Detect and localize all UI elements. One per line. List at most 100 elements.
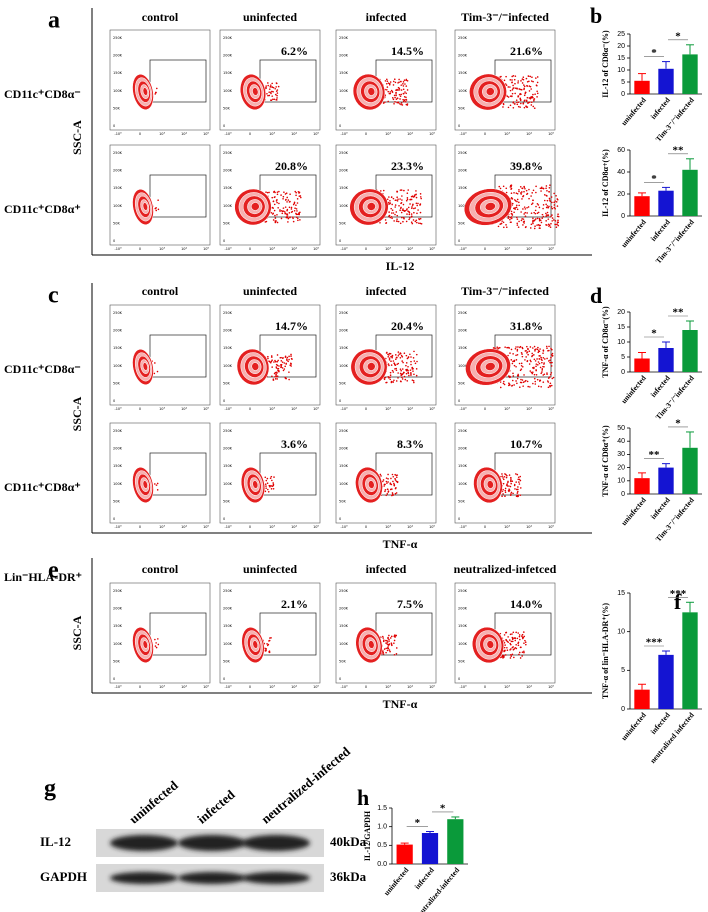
event-dot	[535, 369, 537, 372]
event-dot	[402, 92, 405, 95]
event-dot	[502, 482, 505, 485]
event-dot	[516, 103, 519, 106]
flow-x-tick: 10⁴	[181, 525, 187, 529]
flow-y-tick: 50K	[339, 499, 346, 503]
event-dot	[264, 476, 267, 479]
event-dot	[536, 90, 538, 93]
x-tick-label: neutralized infected	[648, 710, 696, 765]
event-dot	[405, 96, 407, 99]
event-dot	[549, 200, 552, 203]
event-dot	[536, 203, 539, 205]
event-dot	[406, 380, 409, 382]
event-dot	[390, 215, 393, 218]
event-dot	[272, 378, 275, 380]
event-dot	[557, 221, 560, 224]
event-dot	[411, 204, 414, 206]
event-dot	[538, 358, 541, 360]
event-dot	[512, 84, 514, 87]
event-dot	[391, 354, 394, 357]
event-dot	[270, 356, 273, 358]
event-dot	[515, 643, 517, 646]
event-dot	[416, 360, 418, 363]
event-dot	[394, 363, 396, 366]
event-dot	[516, 492, 519, 494]
y-tick-label: 0.0	[377, 861, 387, 868]
event-dot	[541, 213, 544, 216]
event-dot	[393, 634, 396, 636]
y-axis-label: SSC-A	[70, 615, 84, 650]
flow-x-tick: 0	[249, 247, 251, 251]
event-dot	[399, 368, 402, 370]
flow-x-tick: -10³	[340, 132, 348, 136]
event-dot	[391, 494, 393, 497]
flow-y-tick: 100K	[458, 204, 468, 208]
event-dot	[531, 352, 533, 355]
event-dot	[552, 376, 555, 379]
event-dot	[269, 637, 271, 639]
x-axis-label: TNF-α	[383, 537, 418, 551]
event-dot	[513, 384, 515, 386]
event-dot	[540, 190, 542, 192]
event-dot	[271, 359, 273, 362]
flow-x-tick: 10³	[269, 247, 275, 251]
flow-x-tick: 10³	[385, 685, 391, 689]
flow-x-tick: 10⁵	[548, 407, 554, 411]
event-dot	[523, 85, 526, 88]
event-dot	[521, 633, 524, 636]
density-contour	[485, 362, 496, 371]
event-dot	[546, 199, 549, 202]
event-dot	[294, 207, 296, 210]
event-dot	[386, 649, 389, 652]
density-contour	[367, 362, 376, 371]
y-tick-label: 20	[617, 43, 625, 50]
event-dot	[515, 481, 517, 483]
event-dot	[539, 366, 542, 369]
event-dot	[273, 476, 275, 478]
event-dot	[414, 194, 417, 196]
event-dot	[280, 360, 283, 362]
event-dot	[532, 371, 534, 373]
event-dot	[387, 201, 390, 204]
event-dot	[408, 211, 411, 214]
plot-frame	[219, 144, 321, 246]
event-dot	[501, 473, 503, 475]
event-dot	[543, 362, 545, 364]
event-dot	[404, 100, 407, 103]
event-dot	[284, 211, 286, 213]
flow-x-tick: 10⁵	[313, 525, 319, 529]
event-dot	[153, 372, 156, 375]
event-dot	[507, 86, 510, 88]
event-dot	[397, 377, 399, 379]
event-dot	[517, 101, 520, 103]
density-contour	[142, 87, 148, 96]
event-dot	[271, 95, 274, 97]
bar	[658, 467, 674, 494]
event-dot	[549, 226, 552, 228]
event-dot	[382, 640, 385, 643]
flow-x-tick: 10⁴	[526, 247, 532, 251]
event-dot	[515, 216, 518, 219]
event-dot	[413, 373, 415, 376]
event-dot	[403, 352, 406, 355]
event-dot	[515, 359, 518, 361]
event-dot	[390, 207, 392, 210]
flow-y-tick: 0	[458, 517, 460, 521]
event-dot	[387, 490, 390, 493]
event-dot	[553, 206, 556, 209]
event-dot	[403, 375, 406, 378]
y-tick-label: 5	[621, 79, 625, 86]
event-dot	[525, 356, 527, 358]
event-dot	[522, 208, 524, 210]
event-dot	[269, 91, 272, 94]
event-dot	[548, 199, 551, 201]
event-dot	[519, 345, 522, 348]
event-dot	[509, 89, 512, 92]
event-dot	[276, 89, 279, 91]
event-dot	[398, 353, 400, 355]
event-dot	[392, 360, 395, 362]
event-dot	[394, 479, 397, 481]
event-dot	[276, 375, 279, 377]
event-dot	[509, 95, 512, 97]
event-dot	[521, 651, 524, 654]
event-dot	[295, 194, 297, 197]
